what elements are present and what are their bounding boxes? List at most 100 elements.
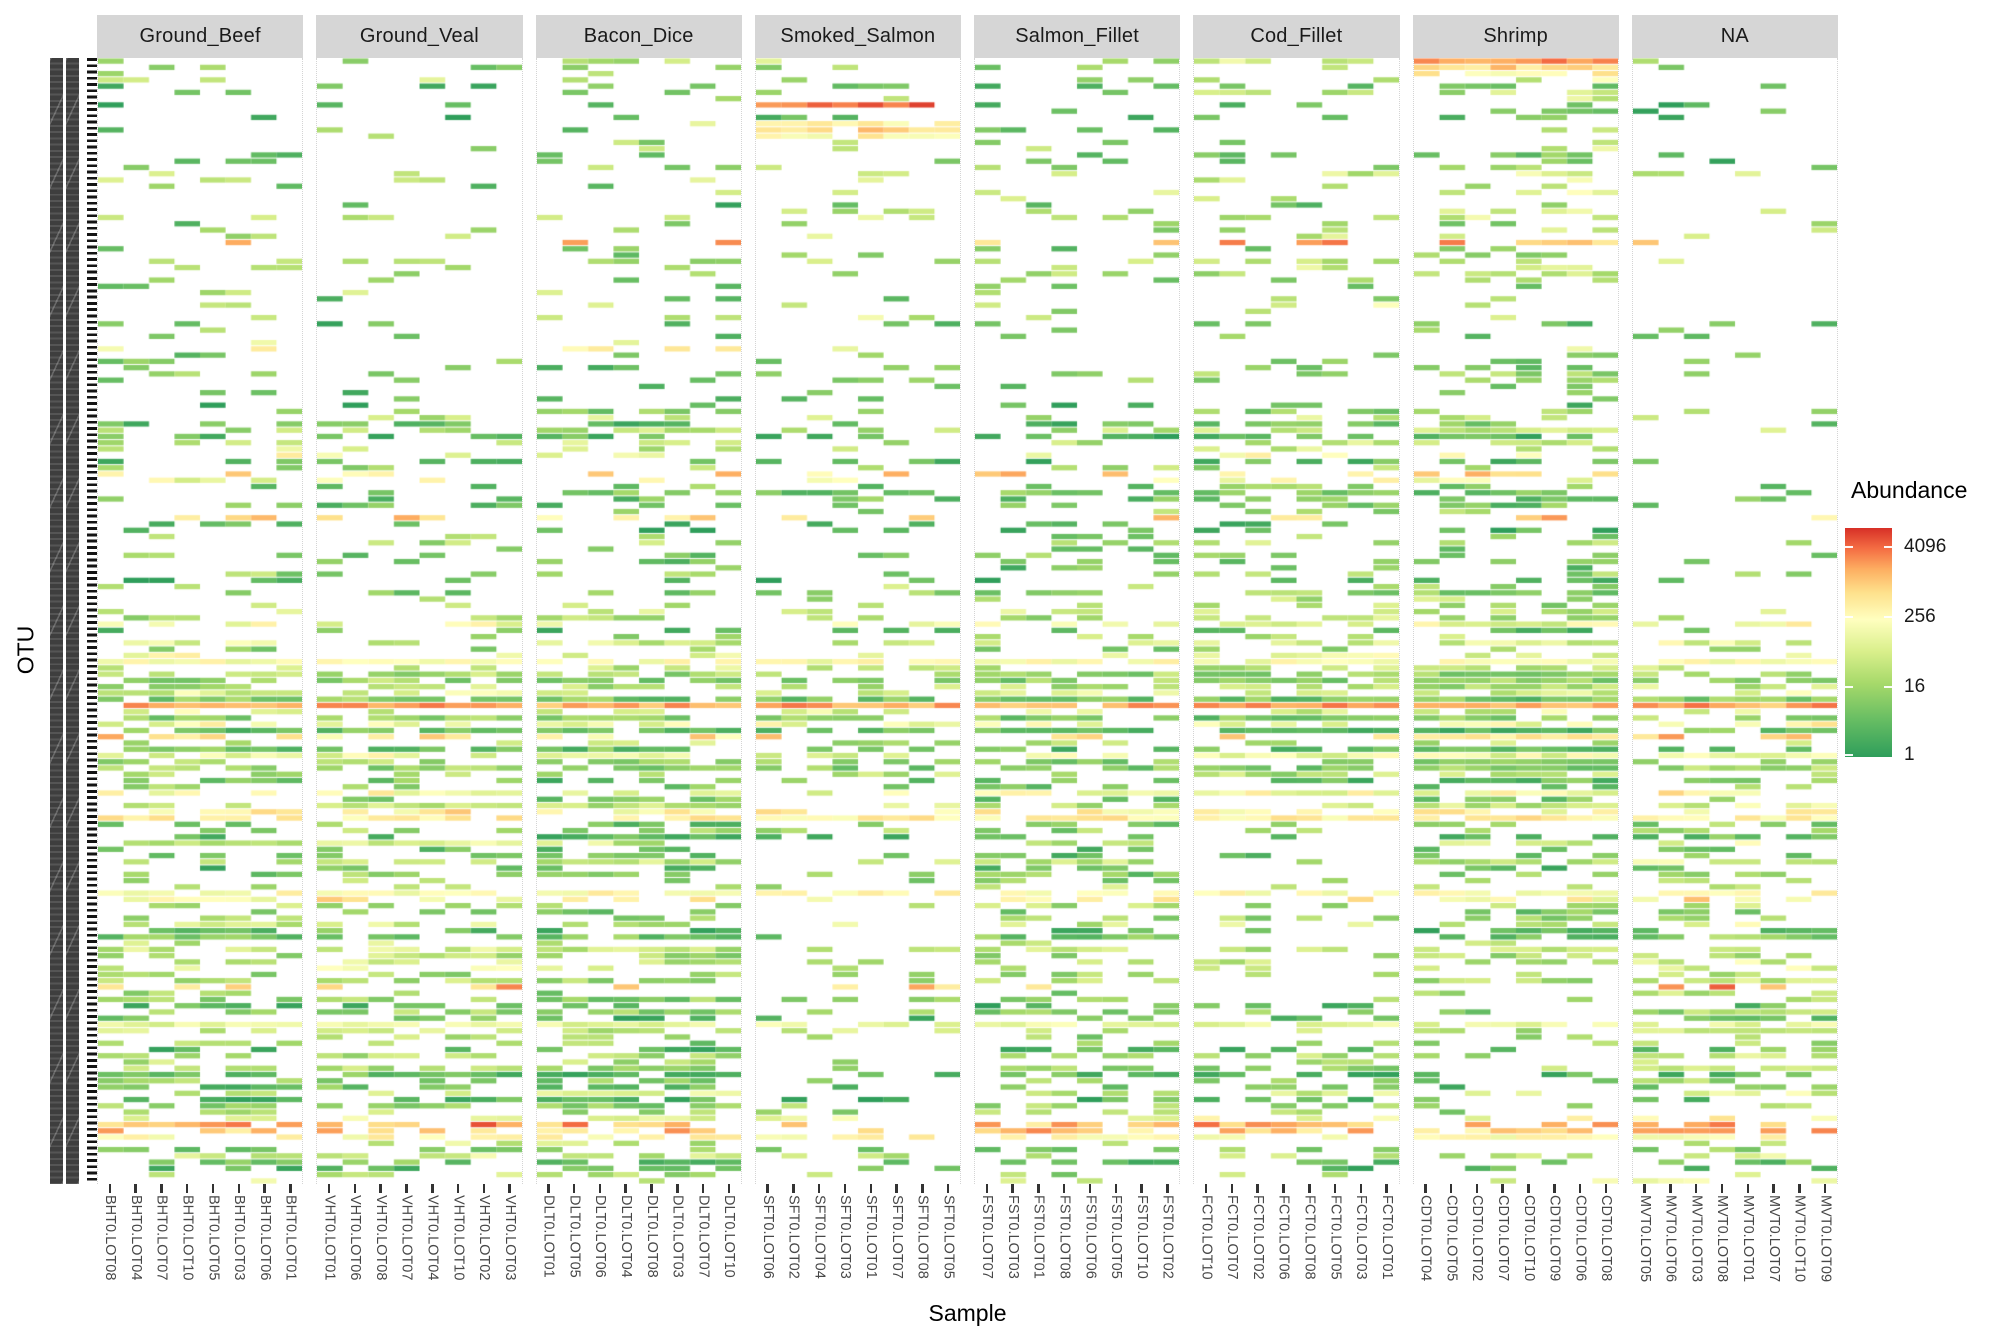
x-tick-mark <box>1694 1184 1698 1193</box>
sample-label: FCT0.LOT03 <box>1353 1195 1370 1280</box>
x-axis-labels: MVT0.LOT05 MVT0.LOT06 MVT0.LOT03 MVT0.LOT08… <box>1632 1195 1838 1335</box>
sample-label: BHT0.LOT08 <box>102 1195 119 1281</box>
facet-bacon_dice: Bacon_Dice DLT0.LOT01 DLT0.LOT05 DLT0.LOT06… <box>535 15 742 1335</box>
x-tick-mark <box>263 1184 266 1193</box>
x-axis-labels: FCT0.LOT10 FCT0.LOT07 FCT0.LOT02 FCT0.LOT06… <box>1193 1195 1399 1335</box>
sample-label: FST0.LOT02 <box>1159 1195 1176 1279</box>
x-tick-mark <box>1088 1184 1092 1193</box>
sample-label: FCT0.LOT02 <box>1249 1195 1266 1280</box>
x-tick-mark <box>1772 1184 1775 1193</box>
x-tick-mark <box>547 1184 550 1193</box>
facet-strip-label: Ground_Beef <box>97 15 304 58</box>
legend-tick-mark <box>1845 616 1853 618</box>
sample-label: DLT0.LOT03 <box>669 1195 686 1278</box>
facet-strip-label: Salmon_Fillet <box>974 15 1181 58</box>
y-axis-tick-column <box>87 58 98 1184</box>
heatmap-panel <box>316 58 523 1184</box>
heatmap-panel <box>1193 58 1400 1184</box>
x-tick-mark <box>921 1184 924 1193</box>
x-tick-mark <box>650 1184 653 1193</box>
sample-label: BHT0.LOT07 <box>153 1195 170 1281</box>
x-axis-ticks <box>1193 1184 1399 1195</box>
facet-salmon_fillet: Salmon_Fillet FST0.LOT07 FST0.LOT03 FST0.LO… <box>974 15 1181 1335</box>
sample-label: FCT0.LOT01 <box>1378 1195 1395 1280</box>
facet-cod_fillet: Cod_Fillet FCT0.LOT10 FCT0.LOT07 FCT0.LOT02… <box>1193 15 1400 1335</box>
x-tick-mark <box>727 1184 731 1193</box>
x-tick-mark <box>1359 1184 1363 1193</box>
x-axis-title: Sample <box>928 1300 1007 1326</box>
x-tick-mark <box>1114 1184 1118 1193</box>
heatmap-cells-canvas <box>755 58 960 1184</box>
x-tick-mark <box>1578 1184 1582 1193</box>
sample-label: DLT0.LOT01 <box>540 1195 557 1278</box>
x-tick-mark <box>1823 1184 1827 1193</box>
legend-tick-label: 4096 <box>1904 536 1947 557</box>
sample-label: BHT0.LOT05 <box>205 1195 222 1281</box>
sample-label: VHT0.LOT10 <box>450 1195 467 1281</box>
sample-label: MVT0.LOT03 <box>1688 1195 1705 1283</box>
x-tick-mark <box>134 1184 137 1193</box>
facet-ground_veal: Ground_Veal VHT0.LOT01 VHT0.LOT06 VHT0.LOT0… <box>316 15 523 1335</box>
sample-label: SFT0.LOT07 <box>888 1195 905 1279</box>
sample-label: BHT0.LOT03 <box>231 1195 248 1281</box>
heatmap-cells-canvas <box>1632 58 1837 1184</box>
x-tick-mark <box>211 1184 215 1193</box>
x-tick-mark <box>598 1184 602 1193</box>
sample-label: VHT0.LOT03 <box>501 1195 518 1281</box>
x-axis-labels: CDT0.LOT04 CDT0.LOT05 CDT0.LOT02 CDT0.LOT07… <box>1413 1195 1619 1335</box>
facet-strip-label: Shrimp <box>1412 15 1619 58</box>
sample-label: CDT0.LOT02 <box>1469 1195 1486 1282</box>
x-tick-mark <box>405 1184 408 1193</box>
x-tick-mark <box>1282 1184 1285 1193</box>
sample-label: DLT0.LOT04 <box>617 1195 634 1278</box>
sample-label: BHT0.LOT10 <box>179 1195 196 1281</box>
x-axis-ticks <box>1413 1184 1619 1195</box>
x-tick-mark <box>1062 1184 1066 1193</box>
x-tick-mark <box>379 1184 382 1193</box>
x-tick-mark <box>1256 1184 1259 1193</box>
x-tick-mark <box>895 1184 898 1193</box>
sample-label: BHT0.LOT01 <box>282 1195 299 1281</box>
legend-tick-label: 256 <box>1904 606 1936 627</box>
legend-title: Abundance <box>1851 477 1968 503</box>
x-tick-mark <box>1230 1184 1234 1193</box>
facet-na: NA MVT0.LOT05 MVT0.LOT06 MVT0.LOT03 MVT0.LOT… <box>1631 15 1838 1335</box>
sample-label: MVT0.LOT08 <box>1714 1195 1731 1283</box>
x-tick-mark <box>1501 1184 1504 1193</box>
x-tick-mark <box>1798 1184 1801 1193</box>
heatmap-panel <box>754 58 961 1184</box>
sample-label: SFT0.LOT04 <box>811 1195 828 1279</box>
y-axis-overplotted-labels-band <box>66 58 79 1184</box>
x-tick-mark <box>1643 1184 1646 1193</box>
facet-area: Ground_Beef BHT0.LOT08 BHT0.LOT04 BHT0.LOT0… <box>97 15 1838 1335</box>
heatmap-panel <box>535 58 742 1184</box>
sample-label: DLT0.LOT07 <box>695 1195 712 1278</box>
x-tick-mark <box>985 1184 989 1193</box>
x-tick-mark <box>1604 1184 1608 1193</box>
sample-label: DLT0.LOT06 <box>592 1195 609 1278</box>
x-tick-mark <box>1746 1184 1750 1193</box>
x-tick-mark <box>1424 1184 1427 1193</box>
sample-label: VHT0.LOT06 <box>347 1195 364 1281</box>
x-tick-mark <box>1553 1184 1556 1193</box>
sample-label: FST0.LOT07 <box>979 1195 996 1279</box>
sample-label: CDT0.LOT08 <box>1598 1195 1615 1282</box>
x-tick-mark <box>676 1184 679 1193</box>
legend-colorbar <box>1845 528 1892 757</box>
sample-label: MVT0.LOT01 <box>1740 1195 1757 1283</box>
sample-label: FCT0.LOT06 <box>1275 1195 1292 1280</box>
sample-label: FST0.LOT01 <box>1030 1195 1047 1279</box>
sample-label: FST0.LOT10 <box>1133 1195 1150 1279</box>
x-axis-labels: SFT0.LOT06 SFT0.LOT02 SFT0.LOT04 SFT0.LOT03… <box>755 1195 961 1335</box>
heatmap-cells-canvas <box>98 58 303 1184</box>
x-tick-mark <box>766 1184 769 1193</box>
facet-strip-label: Smoked_Salmon <box>754 15 961 58</box>
x-tick-mark <box>792 1184 795 1193</box>
facet-strip-label: Cod_Fillet <box>1193 15 1400 58</box>
x-axis-labels: VHT0.LOT01 VHT0.LOT06 VHT0.LOT08 VHT0.LOT07… <box>316 1195 522 1335</box>
sample-label: FCT0.LOT05 <box>1327 1195 1344 1280</box>
sample-label: MVT0.LOT07 <box>1765 1195 1782 1283</box>
x-tick-mark <box>237 1184 241 1193</box>
x-tick-mark <box>482 1184 486 1193</box>
